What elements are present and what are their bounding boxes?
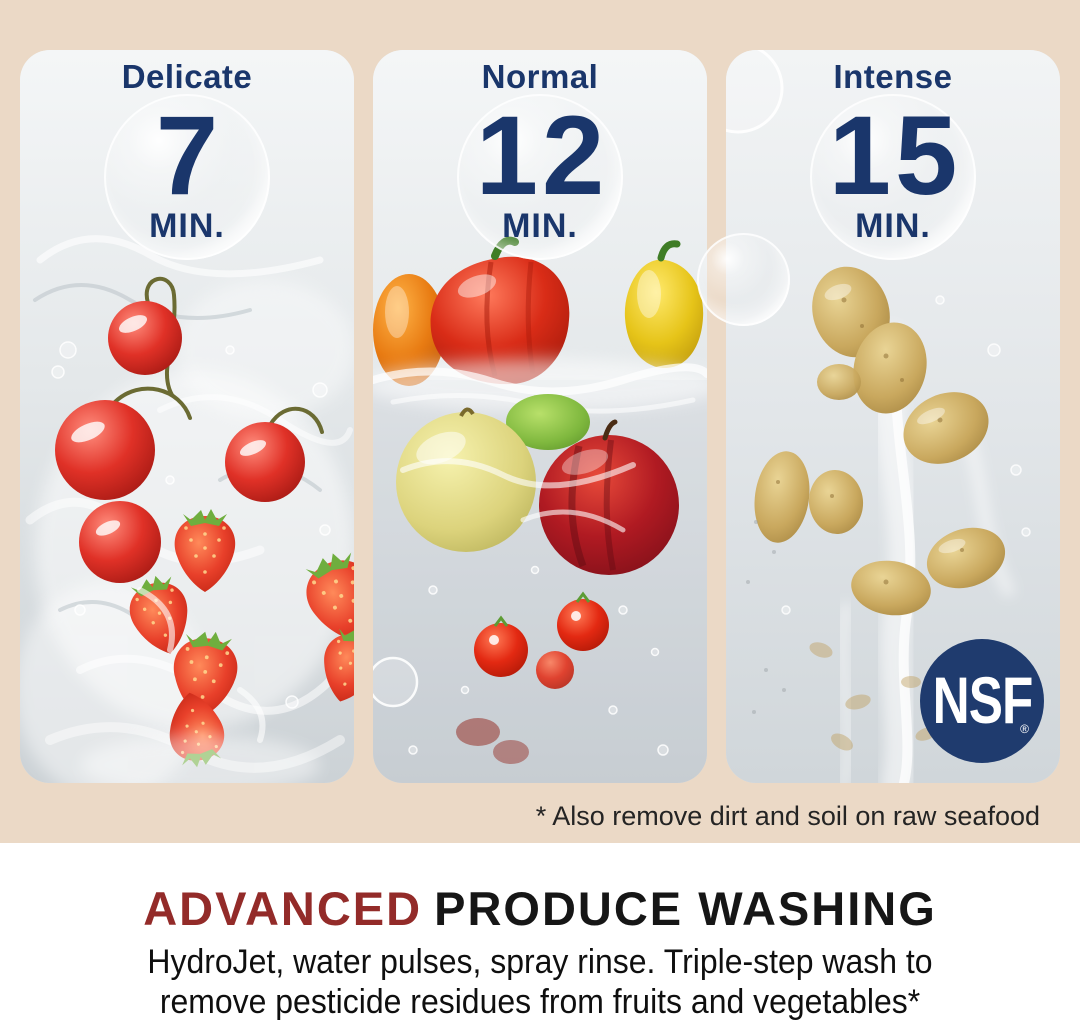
nsf-registered-mark: ® xyxy=(1020,722,1029,736)
photo-panels-section: Delicate 7 MIN. xyxy=(0,0,1080,843)
headline-produce-washing: PRODUCE WASHING xyxy=(434,882,937,935)
feature-description: HydroJet, water pulses, spray rinse. Tri… xyxy=(32,942,1047,1022)
water-droplets xyxy=(51,341,331,709)
potatoes xyxy=(754,266,1006,616)
soap-bubble xyxy=(373,656,419,708)
nsf-logo-text: NSF xyxy=(932,664,1033,738)
peppers-apples-tomatoes-photo xyxy=(373,50,707,783)
soap-bubble-decoration xyxy=(697,233,790,326)
description-line-2: remove pesticide residues from fruits an… xyxy=(159,983,921,1021)
duration-bubble-delicate: 7 MIN. xyxy=(104,94,270,260)
submerged-potato-bits xyxy=(809,642,937,751)
gray-speckles xyxy=(746,520,786,714)
duration-unit: MIN. xyxy=(502,206,578,245)
duration-minutes: 15 xyxy=(828,93,962,219)
nsf-certification-badge: NSF ® xyxy=(920,639,1044,763)
duration-bubble-normal: 12 MIN. xyxy=(457,94,623,260)
mode-label-normal: Normal xyxy=(481,58,599,95)
apples xyxy=(396,394,679,575)
cherries xyxy=(55,301,305,583)
caption-section: ADVANCED PRODUCE WASHING HydroJet, water … xyxy=(0,843,1080,1030)
seafood-footnote: * Also remove dirt and soil on raw seafo… xyxy=(535,801,1040,831)
mode-panel-intense: Intense 15 MIN. NSF ® xyxy=(726,50,1060,783)
cherry-stems xyxy=(113,276,324,434)
duration-minutes: 7 xyxy=(155,93,223,219)
duration-unit: MIN. xyxy=(855,206,931,245)
headline-advanced: ADVANCED xyxy=(143,882,423,935)
headline: ADVANCED PRODUCE WASHING xyxy=(0,843,1080,932)
mode-label-delicate: Delicate xyxy=(121,58,253,95)
water-droplets xyxy=(408,565,669,756)
soap-bubble xyxy=(726,50,784,134)
mode-panel-delicate: Delicate 7 MIN. xyxy=(20,50,354,783)
cherry-tomatoes xyxy=(456,591,609,764)
description-line-1: HydroJet, water pulses, spray rinse. Tri… xyxy=(147,943,933,981)
duration-bubble-intense: 15 MIN. xyxy=(810,94,976,260)
mode-label-intense: Intense xyxy=(833,58,953,95)
duration-minutes: 12 xyxy=(475,93,609,219)
mode-panel-normal: Normal 12 MIN. xyxy=(373,50,707,783)
duration-unit: MIN. xyxy=(149,206,225,245)
